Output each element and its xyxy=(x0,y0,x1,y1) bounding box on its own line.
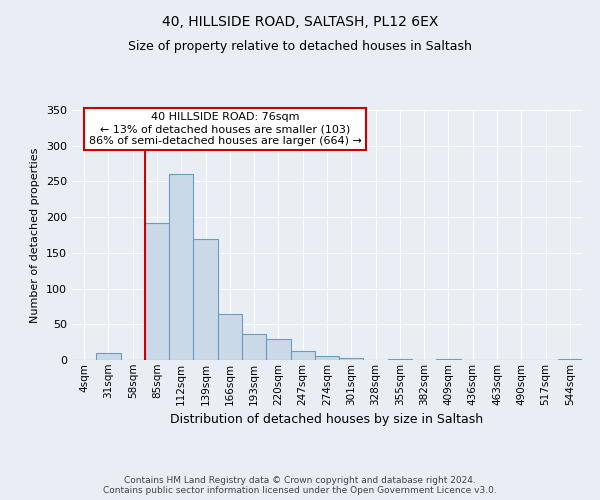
Bar xyxy=(558,358,582,360)
Bar xyxy=(242,334,266,360)
Bar xyxy=(96,353,121,360)
Bar xyxy=(339,358,364,360)
Bar xyxy=(315,356,339,360)
Bar xyxy=(290,350,315,360)
X-axis label: Distribution of detached houses by size in Saltash: Distribution of detached houses by size … xyxy=(170,413,484,426)
Text: Contains HM Land Registry data © Crown copyright and database right 2024.
Contai: Contains HM Land Registry data © Crown c… xyxy=(103,476,497,495)
Bar xyxy=(266,340,290,360)
Bar xyxy=(388,358,412,360)
Bar xyxy=(218,314,242,360)
Bar xyxy=(193,238,218,360)
Bar xyxy=(145,223,169,360)
Text: 40, HILLSIDE ROAD, SALTASH, PL12 6EX: 40, HILLSIDE ROAD, SALTASH, PL12 6EX xyxy=(162,15,438,29)
Text: 40 HILLSIDE ROAD: 76sqm
← 13% of detached houses are smaller (103)
86% of semi-d: 40 HILLSIDE ROAD: 76sqm ← 13% of detache… xyxy=(89,112,361,146)
Bar xyxy=(436,358,461,360)
Bar xyxy=(169,174,193,360)
Y-axis label: Number of detached properties: Number of detached properties xyxy=(31,148,40,322)
Text: Size of property relative to detached houses in Saltash: Size of property relative to detached ho… xyxy=(128,40,472,53)
